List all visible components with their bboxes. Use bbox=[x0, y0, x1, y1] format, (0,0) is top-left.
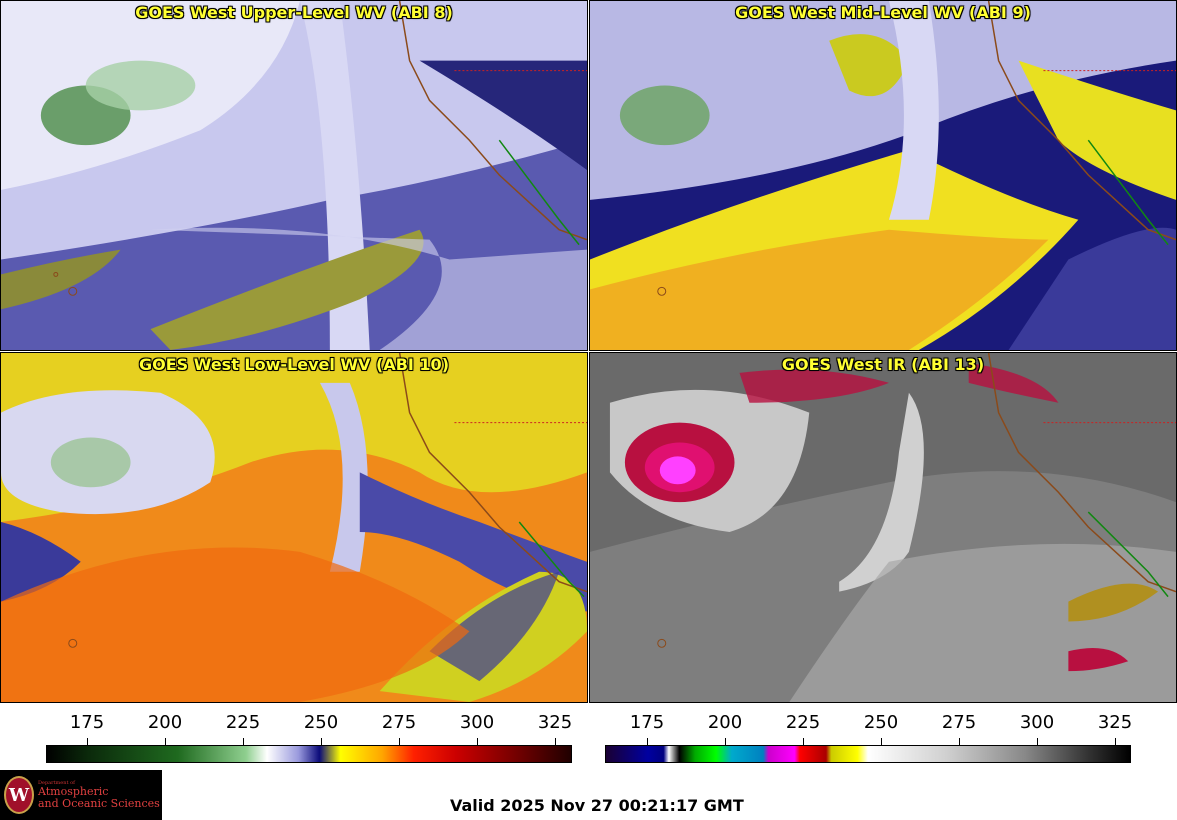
tick-label: 300 bbox=[1019, 712, 1055, 733]
tick-label: 200 bbox=[147, 712, 183, 733]
panel-mid-level-wv: GOES West Mid-Level WV (ABI 9) bbox=[589, 0, 1177, 351]
tick-label: 300 bbox=[459, 712, 495, 733]
colorbar-wv-gradient bbox=[46, 745, 572, 763]
tick-mark bbox=[1037, 738, 1038, 746]
tick-label: 225 bbox=[785, 712, 821, 733]
tick-mark bbox=[165, 738, 166, 746]
tick-label: 250 bbox=[303, 712, 339, 733]
satellite-image-low-wv bbox=[1, 353, 587, 702]
logo-dept-label: Department of bbox=[38, 779, 75, 786]
colorbar-wv-ticks: 175 200 225 250 275 300 325 bbox=[0, 712, 588, 738]
colorbar-wv: 175 200 225 250 275 300 325 bbox=[0, 712, 588, 772]
tick-mark bbox=[647, 738, 648, 746]
satellite-image-mid-wv bbox=[590, 1, 1176, 350]
valid-timestamp: Valid 2025 Nov 27 00:21:17 GMT bbox=[450, 796, 744, 815]
colorbar-ir-ticks: 175 200 225 250 275 300 325 bbox=[0, 712, 1177, 738]
tick-label: 250 bbox=[863, 712, 899, 733]
tick-mark bbox=[803, 738, 804, 746]
panel-upper-level-wv: GOES West Upper-Level WV (ABI 8) bbox=[0, 0, 588, 351]
uw-seal-icon: W bbox=[4, 776, 34, 814]
tick-label: 200 bbox=[707, 712, 743, 733]
tick-label: 275 bbox=[941, 712, 977, 733]
colorbar-ir-gradient bbox=[605, 745, 1131, 763]
tick-label: 325 bbox=[1097, 712, 1133, 733]
tick-label: 275 bbox=[381, 712, 417, 733]
tick-label: 325 bbox=[537, 712, 573, 733]
tick-mark bbox=[321, 738, 322, 746]
tick-mark bbox=[243, 738, 244, 746]
logo-text: Department of Atmospheric and Oceanic Sc… bbox=[38, 779, 160, 810]
satellite-image-ir bbox=[590, 353, 1176, 702]
logo-line-2: and Oceanic Sciences bbox=[38, 796, 160, 810]
tick-label: 225 bbox=[225, 712, 261, 733]
panel-title: GOES West IR (ABI 13) bbox=[781, 355, 985, 374]
tick-mark bbox=[477, 738, 478, 746]
tick-mark bbox=[399, 738, 400, 746]
tick-mark bbox=[959, 738, 960, 746]
colorbar-ir: 175 200 225 250 275 300 325 bbox=[0, 712, 1177, 772]
panel-low-level-wv: GOES West Low-Level WV (ABI 10) bbox=[0, 352, 588, 703]
tick-label: 175 bbox=[69, 712, 105, 733]
tick-label: 175 bbox=[629, 712, 665, 733]
panel-ir: GOES West IR (ABI 13) bbox=[589, 352, 1177, 703]
aos-logo[interactable]: W Department of Atmospheric and Oceanic … bbox=[0, 770, 162, 820]
tick-mark bbox=[725, 738, 726, 746]
tick-mark bbox=[881, 738, 882, 746]
panel-title: GOES West Low-Level WV (ABI 10) bbox=[138, 355, 449, 374]
satellite-image-upper-wv bbox=[1, 1, 587, 350]
tick-mark bbox=[555, 738, 556, 746]
tick-mark bbox=[87, 738, 88, 746]
logo-line-1: Atmospheric bbox=[38, 785, 109, 799]
panel-title: GOES West Upper-Level WV (ABI 8) bbox=[135, 3, 453, 22]
panel-title: GOES West Mid-Level WV (ABI 9) bbox=[735, 3, 1031, 22]
tick-mark bbox=[1115, 738, 1116, 746]
